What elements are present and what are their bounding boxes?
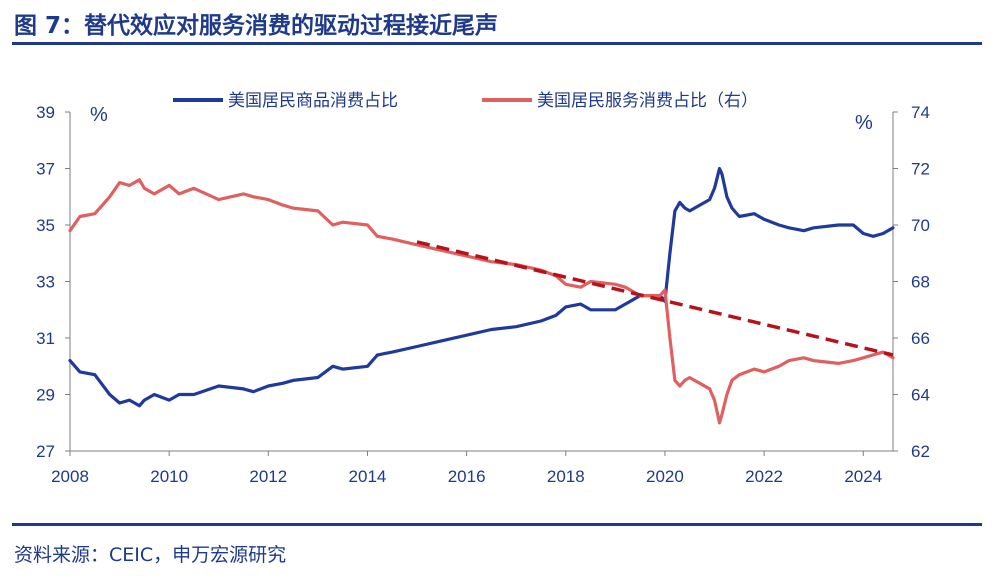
footer-rule [12,523,982,526]
trend-line [416,240,894,357]
legend-label-goods: 美国居民商品消费占比 [228,91,398,111]
right-tick-label: 74 [911,103,930,122]
x-tick-label: 2022 [745,467,783,486]
right-tick-label: 70 [911,216,930,235]
right-tick-label: 64 [911,386,930,405]
right-tick-label: 66 [911,329,930,348]
left-tick-label: 27 [36,442,55,461]
left-unit-label: % [90,104,108,126]
x-tick-label: 2016 [448,467,486,486]
right-tick-label: 62 [911,442,930,461]
right-tick-labels: 62 64 66 68 70 72 74 [893,103,930,461]
x-tick-label: 2024 [844,467,882,486]
legend-label-services: 美国居民服务消费占比（右） [537,91,758,111]
x-tick-label: 2018 [547,467,585,486]
title-rule [12,42,982,45]
right-unit-label: % [855,112,873,134]
x-tick-label: 2014 [349,467,387,486]
right-tick-label: 72 [911,160,930,179]
left-tick-label: 37 [36,160,55,179]
services-series-line [68,178,895,425]
x-tick-label: 2008 [51,467,89,486]
left-tick-labels: 27 29 31 33 35 37 39 [36,103,70,461]
x-tick-label: 2012 [249,467,287,486]
axes-group [69,112,894,452]
legend: 美国居民商品消费占比 美国居民服务消费占比（右） [173,91,758,111]
left-tick-label: 35 [36,216,55,235]
goods-series-line [68,166,895,408]
x-tick-labels: 2008 2010 2012 2014 2016 2018 2020 2022 2024 [51,451,882,486]
left-tick-label: 33 [36,273,55,292]
series-group [68,166,895,425]
left-tick-label: 31 [36,329,55,348]
chart-title: 图 7：替代效应对服务消费的驱动过程接近尾声 [14,13,499,39]
source-note: 资料来源：CEIC，申万宏源研究 [14,544,287,566]
x-tick-label: 2010 [150,467,188,486]
x-tick-label: 2020 [646,467,684,486]
right-tick-label: 68 [911,273,930,292]
left-tick-label: 39 [36,103,55,122]
left-tick-label: 29 [36,386,55,405]
